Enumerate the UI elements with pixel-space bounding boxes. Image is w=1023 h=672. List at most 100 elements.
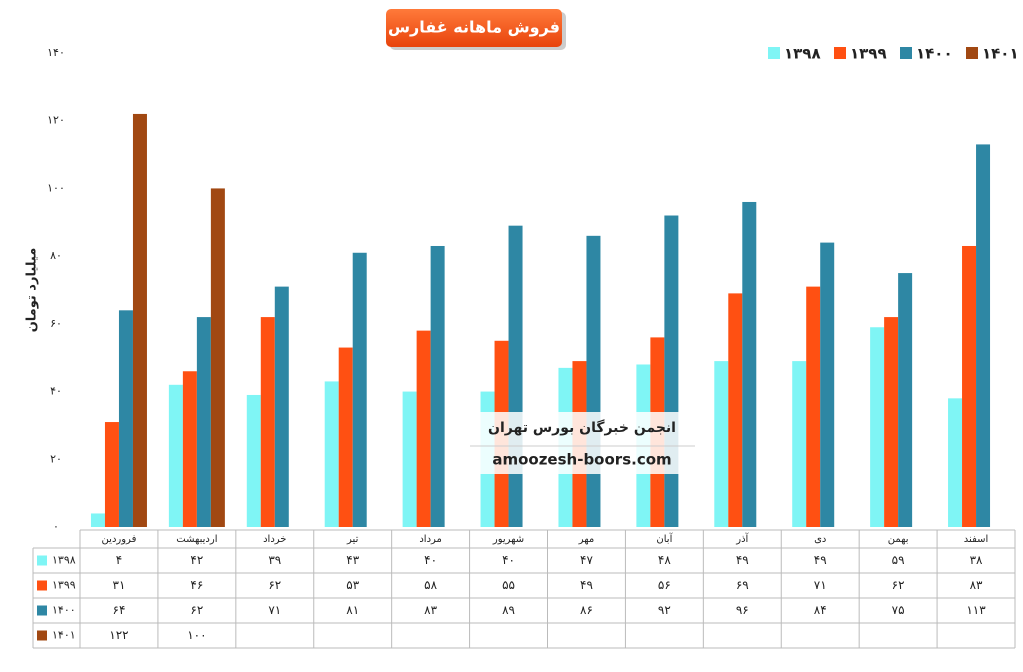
x-tick-label: دی bbox=[814, 534, 826, 545]
table-cell: ۴۰ bbox=[424, 553, 437, 567]
table-cell: ۴۹ bbox=[580, 578, 593, 592]
legend-label: ۱۴۰۰ bbox=[916, 45, 953, 63]
table-cell: ۴۷ bbox=[580, 553, 593, 567]
x-tick-label: اسفند bbox=[964, 534, 988, 545]
bar bbox=[90, 513, 105, 527]
bar bbox=[132, 113, 147, 527]
x-tick-label: بهمن bbox=[888, 534, 909, 545]
bar bbox=[246, 394, 261, 527]
table-cell: ۸۴ bbox=[814, 603, 827, 617]
legend-label: ۱۳۹۸ bbox=[784, 45, 821, 63]
table-cell: ۴۰ bbox=[502, 553, 515, 567]
bar bbox=[168, 384, 183, 527]
table-cell: ۴۹ bbox=[736, 553, 749, 567]
table-cell: ۶۲ bbox=[892, 578, 905, 592]
table-cell: ۱۰۰ bbox=[187, 628, 206, 642]
legend-label: ۱۳۹۹ bbox=[850, 45, 887, 63]
y-tick-label: ۴۰ bbox=[50, 385, 62, 398]
table-cell: ۷۵ bbox=[892, 603, 905, 617]
watermark-box bbox=[470, 412, 695, 474]
table-cell: ۵۸ bbox=[424, 578, 437, 592]
bar bbox=[260, 317, 275, 527]
bar bbox=[792, 361, 807, 527]
x-tick-label: تیر bbox=[346, 534, 359, 545]
legend-swatch bbox=[37, 555, 47, 566]
table-cell: ۶۴ bbox=[113, 603, 126, 617]
title-box bbox=[386, 9, 562, 47]
table-cell: ۴۹ bbox=[814, 553, 827, 567]
table-row-label: ۱۴۰۱ bbox=[52, 629, 76, 642]
table-cell: ۸۹ bbox=[502, 603, 515, 617]
bar bbox=[274, 286, 289, 527]
bar bbox=[884, 317, 899, 527]
bar bbox=[182, 371, 197, 527]
table-cell: ۶۲ bbox=[190, 603, 203, 617]
legend-swatch bbox=[900, 47, 912, 59]
table-cell: ۹۲ bbox=[658, 603, 671, 617]
y-tick-label: ۲۰ bbox=[50, 452, 62, 465]
table-cell: ۷۱ bbox=[814, 578, 827, 592]
table-cell: ۵۳ bbox=[346, 578, 359, 592]
table-cell: ۴ bbox=[116, 553, 122, 567]
legend-swatch bbox=[966, 47, 978, 59]
bar bbox=[820, 242, 835, 527]
y-tick-label: ۶۰ bbox=[50, 317, 62, 330]
x-tick-label: مرداد bbox=[419, 534, 442, 545]
y-tick-label: ۱۰۰ bbox=[47, 181, 65, 194]
table-cell: ۸۳ bbox=[970, 578, 983, 592]
bar bbox=[586, 235, 601, 528]
legend-swatch bbox=[768, 47, 780, 59]
table-row-label: ۱۴۰۰ bbox=[52, 604, 76, 617]
table-cell: ۹۶ bbox=[736, 603, 749, 617]
bar bbox=[508, 225, 523, 527]
bar bbox=[352, 252, 367, 527]
y-tick-label: ۸۰ bbox=[50, 249, 62, 262]
table-cell: ۸۱ bbox=[346, 603, 359, 617]
table-cell: ۵۵ bbox=[502, 578, 515, 592]
table-cell: ۸۶ bbox=[580, 603, 593, 617]
x-tick-label: خرداد bbox=[263, 534, 286, 545]
table-cell: ۵۹ bbox=[892, 553, 905, 567]
table-cell: ۴۳ bbox=[346, 553, 359, 567]
legend-swatch bbox=[37, 580, 47, 591]
y-tick-label: ۱۴۰ bbox=[47, 46, 65, 59]
legend-swatch bbox=[834, 47, 846, 59]
bar bbox=[104, 422, 119, 527]
legend-label: ۱۴۰۱ bbox=[982, 45, 1019, 63]
legend-swatch bbox=[37, 630, 47, 641]
y-axis-label: میلیارد تومان bbox=[25, 248, 40, 333]
table-cell: ۳۹ bbox=[268, 553, 281, 567]
table-cell: ۳۸ bbox=[970, 553, 983, 567]
table-row-label: ۱۳۹۸ bbox=[52, 554, 76, 567]
x-tick-label: آبان bbox=[656, 532, 673, 545]
bar bbox=[338, 347, 353, 527]
table-cell: ۱۱۳ bbox=[966, 603, 986, 617]
y-tick-label: ۱۲۰ bbox=[47, 114, 65, 127]
x-tick-label: مهر bbox=[578, 534, 594, 545]
table-cell: ۷۱ bbox=[268, 603, 281, 617]
bar bbox=[948, 398, 963, 527]
x-tick-label: اردیبهشت bbox=[176, 534, 217, 545]
legend-swatch bbox=[37, 605, 47, 616]
table-cell: ۴۸ bbox=[658, 553, 671, 567]
bar bbox=[210, 188, 225, 527]
table-cell: ۶۹ bbox=[736, 578, 749, 592]
chart-title: فروش ماهانه غفارس bbox=[388, 18, 560, 37]
bar bbox=[324, 381, 339, 527]
bar bbox=[962, 245, 977, 527]
bar bbox=[664, 215, 679, 527]
bar bbox=[806, 286, 821, 527]
y-tick-label: ۰ bbox=[53, 520, 59, 533]
bar bbox=[898, 273, 913, 527]
bar bbox=[976, 144, 991, 527]
bar bbox=[870, 327, 885, 527]
table-cell: ۱۲۲ bbox=[109, 628, 128, 642]
table-cell: ۵۶ bbox=[658, 578, 671, 592]
bar bbox=[402, 391, 417, 527]
bar bbox=[118, 310, 133, 527]
x-tick-label: آذر bbox=[735, 532, 749, 545]
bar bbox=[714, 361, 729, 527]
table-cell: ۶۲ bbox=[268, 578, 281, 592]
